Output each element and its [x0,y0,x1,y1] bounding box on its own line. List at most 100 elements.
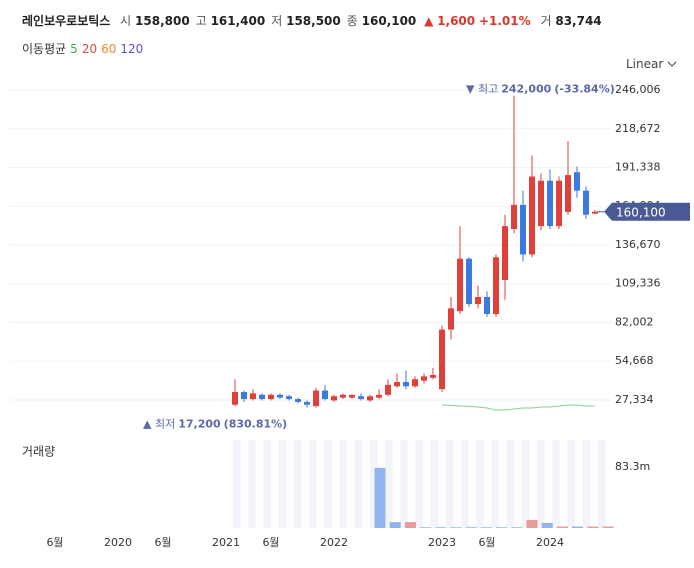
change-value: 1,600 [437,14,476,28]
change: ▲ 1,600 +1.01% [424,14,531,28]
stock-name: 레인보우로보틱스 [22,14,111,28]
annotation-marker: ▼ [466,83,478,96]
change-pct: +1.01% [478,14,531,28]
dropdown-icon [667,61,677,67]
candle-body [232,391,238,405]
stat-value: 160,100 [361,14,417,28]
candle-body [583,190,589,215]
candle-body [286,396,292,400]
candle-body [277,394,283,398]
volume-bar [587,526,599,528]
volume-stripe [476,440,484,528]
candle-body [295,399,301,402]
y-tick-label: 246,006 [615,83,661,96]
volume-stripe [582,440,591,528]
candle-body [520,204,526,255]
stat-label: 종 [346,14,358,28]
volume-stripe [293,440,302,528]
volume-stripe [339,440,347,528]
candle-body [493,257,499,314]
volume-label: 거 [540,14,552,28]
candle-body [412,379,418,387]
volume-stripe [537,440,545,528]
volume-stripe [278,440,287,528]
volume-title: 거래량 [22,445,55,459]
candle-body [241,391,247,400]
price-tag-label: 160,100 [616,205,666,219]
volume-stripe [567,440,575,528]
candle-body [484,296,490,314]
x-tick-label: 2022 [320,536,348,549]
candle-body [421,376,427,381]
y-tick-label: 164,004 [615,199,661,212]
annotation-change: (-33.84%) [554,83,614,96]
volume-stripe [400,440,408,528]
candle-body [529,176,535,255]
candle-body [304,401,310,405]
volume-bar [556,526,568,528]
candle-body [385,384,391,395]
candle-body [439,329,445,390]
volume-value: 83,744 [555,14,602,28]
candle-body [448,308,454,330]
volume-bar [572,526,584,528]
volume-bar [374,467,386,528]
y-tick-label: 82,002 [615,315,654,328]
ma-legend: 이동평균 5 20 60 120 [22,40,143,57]
volume-bar [511,527,523,528]
stat-label: 고 [195,14,207,28]
ma-line [441,404,595,411]
annotation: ▼ 최고 242,000 (-33.84%) [466,83,615,96]
y-tick-label: 218,672 [615,122,661,135]
volume-stripe [263,440,271,528]
volume-bar [526,519,538,528]
x-tick-label: 6월 [154,536,171,549]
y-tick-label: 109,336 [615,277,661,290]
candle-body [547,180,553,227]
annotation-marker: ▲ [143,417,155,430]
candle-body [367,396,373,401]
candle-body [457,258,463,312]
candle-body [394,382,400,387]
volume-stripe [324,440,332,528]
volume-bar [602,526,614,528]
volume-stripe [445,440,454,528]
volume-bar [480,527,492,528]
candle-body [268,394,274,400]
volume-stripe [430,440,439,528]
y-tick-label: 136,670 [615,238,661,251]
candle-body [430,374,436,378]
y-tick-label: 191,338 [615,161,661,174]
volume-stripe [369,440,378,528]
annotation-value: 242,000 [501,83,551,96]
x-tick-label: 6월 [46,536,63,549]
volume-bar [541,522,553,528]
header: 레인보우로보틱스 시 158,800 고 161,400 저 158,500 종 16… [22,12,602,29]
ma-period: 5 [70,42,78,56]
volume-bar [435,527,447,528]
x-tick-label: 2020 [104,536,132,549]
candle-body [574,172,580,191]
candle-body [538,180,544,227]
ma-period: 20 [81,42,98,56]
volume-bar [420,527,432,528]
volume-stripe [521,440,530,528]
annotation-change: (830.81%) [224,417,288,430]
stat-value: 158,800 [135,14,190,28]
candle-body [358,396,364,400]
scale-mode[interactable]: Linear [626,57,677,71]
candle-body [475,296,481,305]
candle-body [502,226,508,280]
candle-body [340,394,346,398]
candle-body [376,394,382,398]
volume-bar [496,527,508,528]
volume-stripe [248,440,256,528]
candle-body [403,382,409,387]
y-tick-label: 54,668 [615,354,654,367]
ma-period: 60 [101,42,117,56]
candle-body [556,180,562,227]
volume-bar [450,527,462,528]
candle-body [250,393,256,400]
volume-stripe [552,440,560,528]
